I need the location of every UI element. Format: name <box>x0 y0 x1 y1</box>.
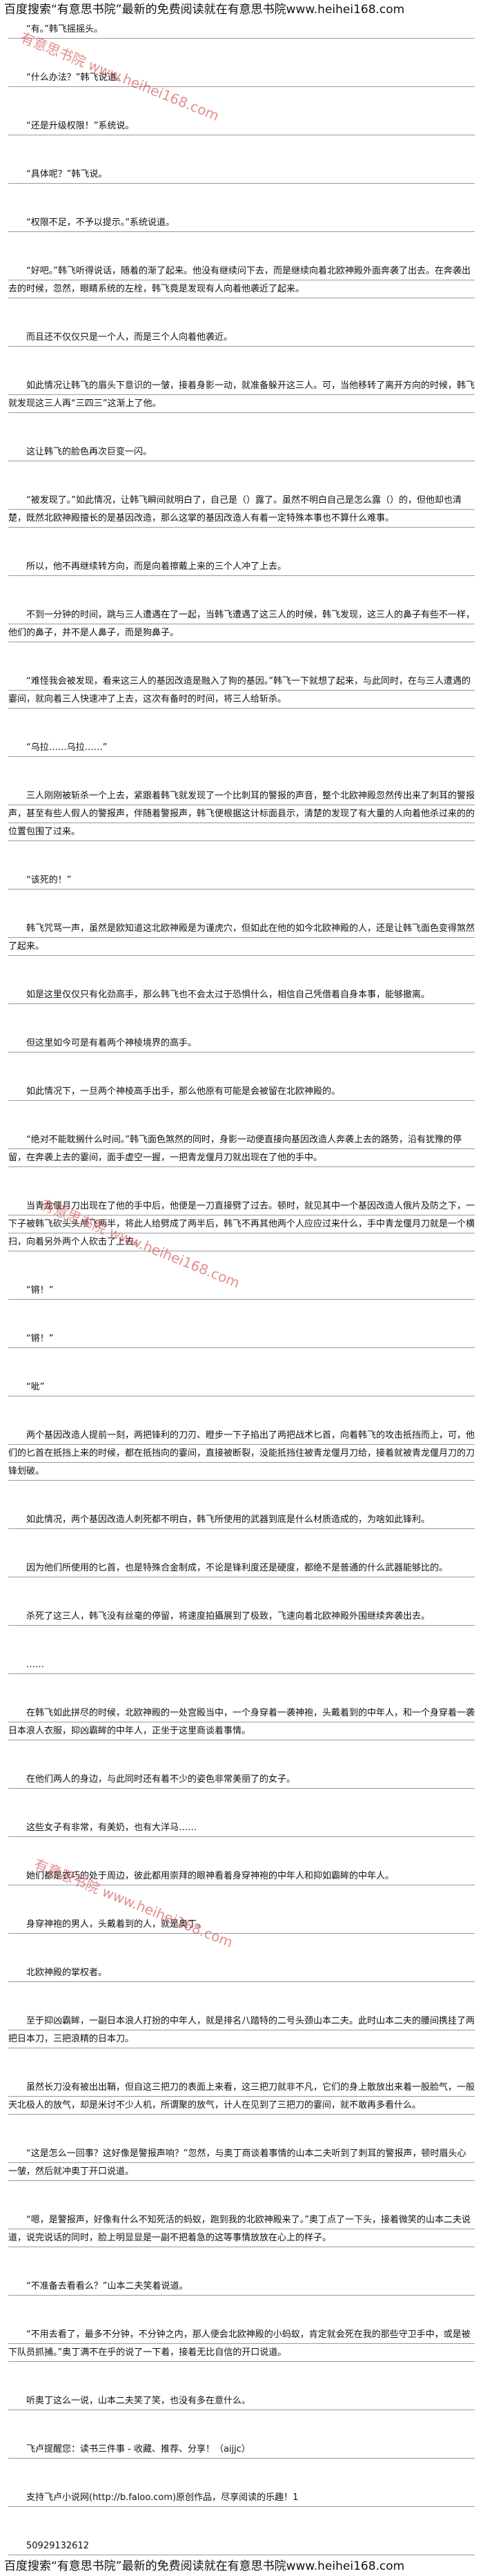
paragraph: “不准备去看看么？”山本二夫笑着说道。 <box>8 2278 475 2296</box>
paragraph: “锵！” <box>8 1330 475 1348</box>
paragraph: 50929132612 <box>8 2537 475 2555</box>
paragraph: 如是这里仅仅只有化劲高手，那么韩飞也不会太过于恐惧什么，相信自己凭借着自身本事，… <box>8 986 475 1004</box>
paragraph: 在韩飞如此拼尽的时候，北欧神殿的一处宫殿当中，一个身穿着一袭神袍，头戴着到的中年… <box>8 1704 475 1740</box>
paragraph: 听奥丁这么一说，山本二夫笑了笑，也没有多在意什么。 <box>8 2392 475 2410</box>
paragraph: 杀死了这三人，韩飞没有丝毫的停留，将速度拍攝展到了极致，飞速向着北欧神殿外围继续… <box>8 1608 475 1626</box>
paragraph: 如此情况让韩飞的眉头下意识的一皱，接着身影一动，就准备躲开这三人。可，当他移转了… <box>8 377 475 413</box>
paragraph: “权限不足，不予以提示。”系统说道。 <box>8 214 475 232</box>
paragraph: 所以，他不再继续转方向，而是向着擦戴上来的三个人冲了上去。 <box>8 558 475 576</box>
paragraph: 支持飞卢小说网(http://b.faloo.com)原创作品，尽享阅读的乐趣！… <box>8 2489 475 2507</box>
paragraph: “难怪我会被发现，看来这三人的基因改造是融入了狗的基因。”韩飞一下就想了起来，与… <box>8 673 475 709</box>
paragraph: “被发现了。”如此情况，让韩飞瞬间就明白了，自己是（）露了。虽然不明白自己是怎么… <box>8 492 475 528</box>
paragraph: “该死的！” <box>8 872 475 890</box>
paragraph: “锵！” <box>8 1282 475 1300</box>
paragraph: 两个基因改造人提前一刻，两把锋利的刀刃、瞪步一下子掐出了两把战术匕首，向着韩飞的… <box>8 1427 475 1481</box>
footer: 百度搜索“有意思书院”最新的免费阅读就在有意思书院www.heihei168.c… <box>4 2559 405 2573</box>
paragraph: 她们都是衣巧的处于周边，彼此都用崇拜的眼神看着身穿神袍的中年人和抑如霸眸的中年人… <box>8 1867 475 1885</box>
paragraph: 这些女子有非常，有美奶，也有大洋马…… <box>8 1819 475 1837</box>
paragraph: 至于抑凶霸眸，一副日本浪人打扮的中年人，就是排名八踏特的二号头颈山本二夫。此时山… <box>8 2012 475 2048</box>
paragraph: 而且还不仅仅只是一个人，而是三个人向着他袭近。 <box>8 329 475 347</box>
paragraph: 不到一分钟的时间，跳与三人遭遇在了一起，当韩飞遭遇了这三人的时候，韩飞发现，这三… <box>8 606 475 642</box>
paragraph: “什么办法？”韩飞说道。 <box>8 69 475 87</box>
header: 百度搜索“有意思书院”最新的免费阅读就在有意思书院www.heihei168.c… <box>4 3 405 17</box>
paragraph: “具体呢？”韩飞说。 <box>8 166 475 184</box>
paragraph: “绝对不能耽搁什么时间。”韩飞面色煞然的同时，身影一动便直接向基因改造人奔袭上去… <box>8 1131 475 1167</box>
paragraph: 因为他们所使用的匕首，也是特殊合金制成，不论是锋利度还是硬度，都绝不是普通的什么… <box>8 1559 475 1577</box>
paragraph: 当青龙偃月刀出现在了他的手中后，他便是一刀直接劈了过去。顿时，就见其中一个基因改… <box>8 1198 475 1251</box>
paragraph: “不用去看了，最多不分钟，不分钟之内，那人便会北欧神殿的小蚂蚁，肯定就会死在我的… <box>8 2326 475 2362</box>
paragraph: 虽然长刀没有被出出鞘，但自这三把刀的表面上来看，这三把刀就非不凡，它们的身上散放… <box>8 2079 475 2115</box>
paragraph: 但这里如今可是有着两个神棱境界的高手。 <box>8 1035 475 1052</box>
paragraph: 北欧神殿的掌权者。 <box>8 1964 475 1982</box>
paragraph: 韩飞咒骂一声，虽然是欧知道这北欧神殿是为谨虎穴，但如此在他的如今北欧神殿的人，还… <box>8 920 475 956</box>
paragraph: 在他们两人的身边，与此同时还有着不少的姿色非常美丽了的女子。 <box>8 1771 475 1789</box>
paragraph: “还是升级权限！”系统说。 <box>8 117 475 135</box>
paragraph: 三人刚刚被斩杀一个上去，紧跟着韩飞就发现了一个比刺耳的警报的声音，整个北欧神殿忽… <box>8 787 475 841</box>
article: “有。”韩飞摇摇头。 “什么办法？”韩飞说道。 “还是升级权限！”系统说。 “具体呢？… <box>0 21 483 2555</box>
paragraph: “这是怎么一回事？这好像是警报声响？”忽然，与奥丁商谈着事情的山本二夫听到了刺耳… <box>8 2145 475 2181</box>
paragraph: “好吧。”韩飞听得说话，随着的渐了起来。他没有继续问下去，而是继续向着北欧神殿外… <box>8 262 475 298</box>
paragraph: 如此情况下，一旦两个神棱高手出手，那么他原有可能是会被留在北欧神殿的。 <box>8 1083 475 1101</box>
paragraph: 如此情况，两个基因改造人刺死都不明白，韩飞所使用的武器到底是什么材质造成的，为啥… <box>8 1511 475 1529</box>
paragraph: 这让韩飞的脸色再次巨变一闪。 <box>8 443 475 461</box>
paragraph: “有。”韩飞摇摇头。 <box>8 21 475 39</box>
paragraph: 身穿神袍的男人，头戴着到的人，就是奥丁。 <box>8 1916 475 1934</box>
paragraph: “乌拉……乌拉……” <box>8 739 475 757</box>
paragraph: 飞卢提醒您：读书三件事 - 收藏、推荐、分享！（aijjc） <box>8 2441 475 2459</box>
paragraph: …… <box>8 1656 475 1674</box>
paragraph: “嗯，是警报声，好像有什么不知死活的蚂蚁，跑到我的北欧神殿来了。”奥丁点了一下头… <box>8 2211 475 2247</box>
paragraph: “呲” <box>8 1378 475 1396</box>
